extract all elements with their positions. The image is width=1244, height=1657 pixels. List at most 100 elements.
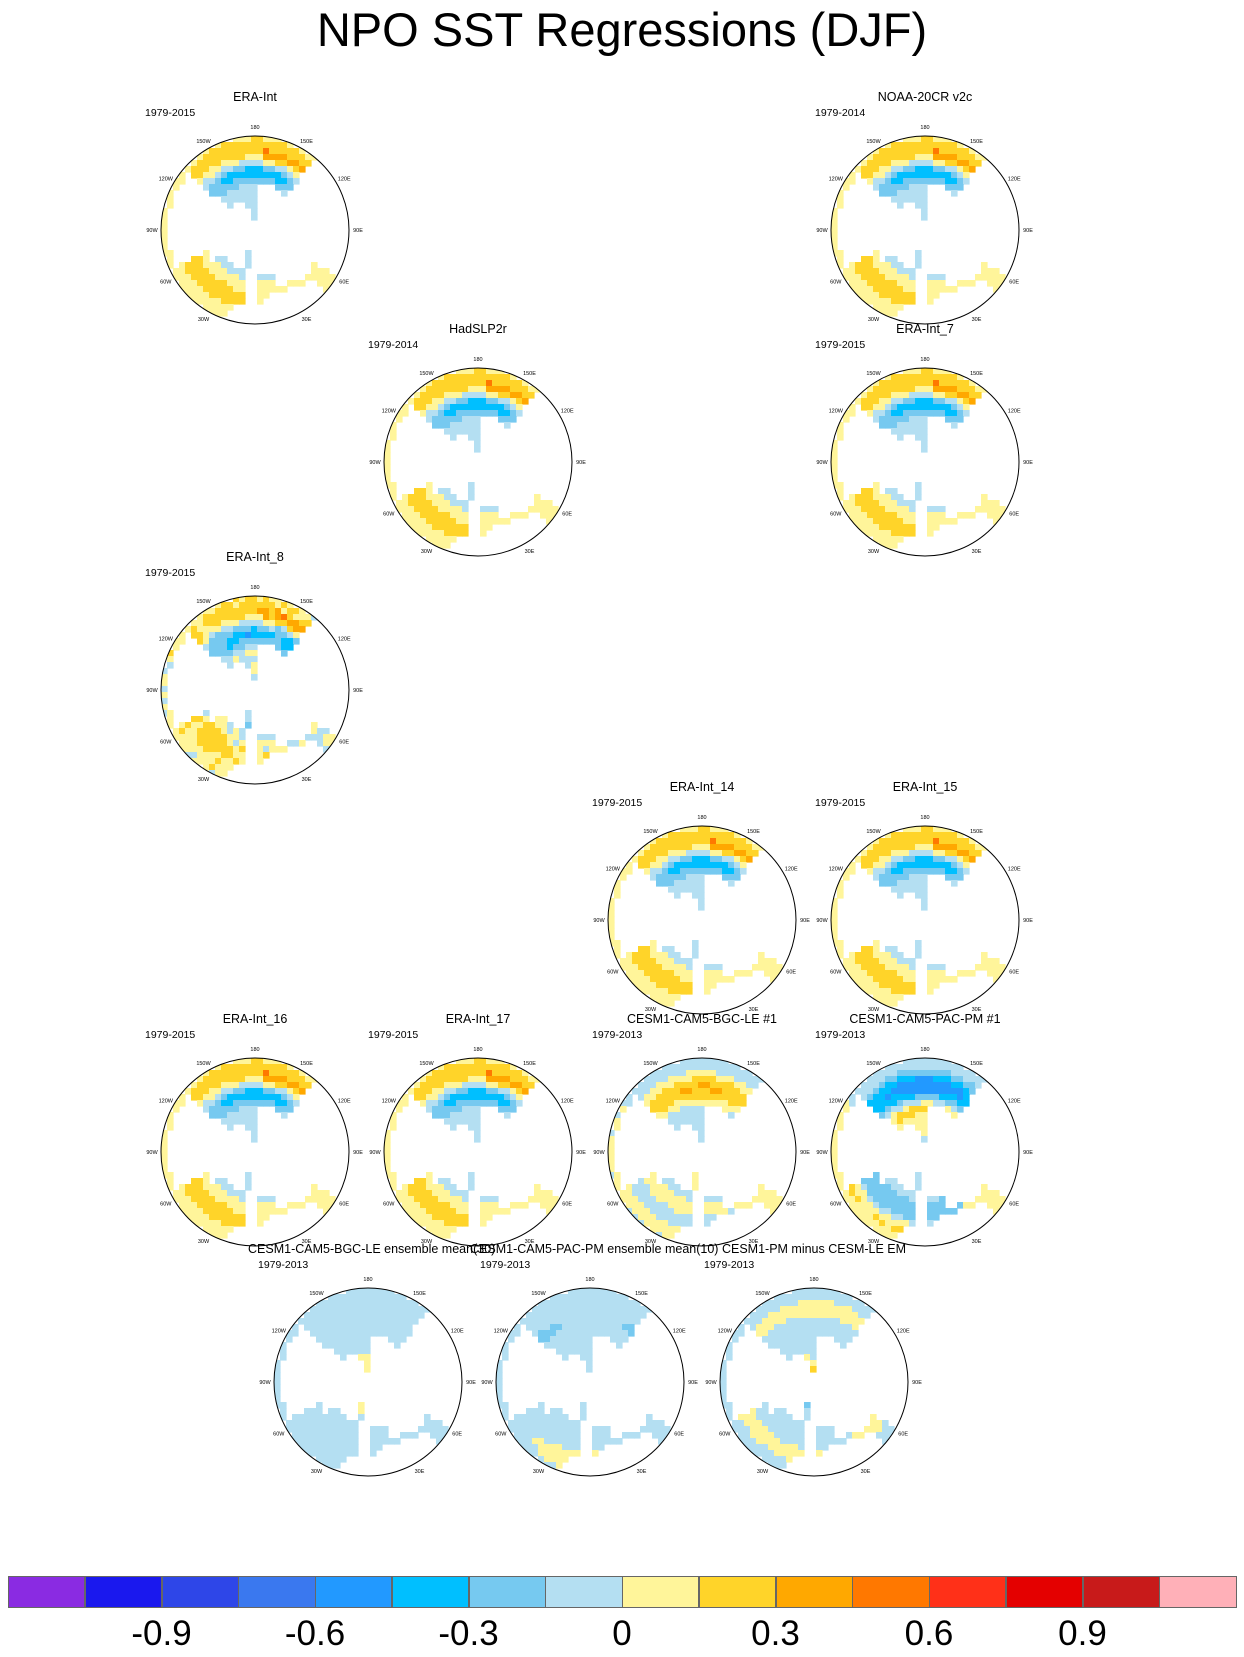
sst-cell [598,1306,605,1313]
sst-cell [650,850,657,857]
sst-cell [837,488,844,495]
sst-cell [522,1202,529,1209]
sst-cell [197,274,204,281]
sst-cell [680,1112,687,1119]
sst-cell [257,1214,264,1221]
sst-cell [388,1438,395,1445]
sst-cell [963,1100,970,1107]
sst-cell [364,1354,371,1361]
sst-cell [879,172,886,179]
sst-cell [758,1196,765,1203]
sst-cell [608,934,615,941]
sst-cell [436,1426,443,1433]
sst-cell [161,704,168,711]
sst-cell [245,620,252,627]
sst-cell [334,1432,341,1439]
sst-cell [644,976,651,983]
sst-cell [867,494,874,501]
sst-cell [215,1196,222,1203]
sst-cell [927,1208,934,1215]
sst-cell [662,964,669,971]
sst-cell [346,1336,353,1343]
sst-cell [474,428,481,435]
sst-cell [574,1300,581,1307]
sst-cell [396,1190,403,1197]
sst-cell [662,1208,669,1215]
sst-cell [522,386,529,393]
sst-cell [510,1076,517,1083]
sst-cell [861,494,868,501]
sst-cell [897,410,904,417]
sst-cell [598,1300,605,1307]
sst-cell [251,172,258,179]
sst-cell [897,286,904,293]
sst-cell [945,172,952,179]
sst-cell [592,1318,599,1325]
sst-cell [891,1190,898,1197]
sst-cell [891,1000,898,1007]
sst-cell [197,1208,204,1215]
sst-cell [798,1294,805,1301]
sst-cell [662,874,669,881]
sst-cell [257,148,264,155]
sst-cell [885,392,892,399]
sst-cell [933,392,940,399]
sst-cell [963,856,970,863]
sst-cell [774,1414,781,1421]
sst-cell [855,166,862,173]
sst-cell [692,1088,699,1095]
sst-cell [903,1202,910,1209]
sst-cell [227,764,234,771]
sst-cell [438,404,445,411]
sst-cell [474,1094,481,1101]
longitude-label: 120E [897,1329,910,1335]
sst-cell [849,868,856,875]
sst-cell [915,1106,922,1113]
sst-cell [498,404,505,411]
sst-cell [287,172,294,179]
sst-cell [263,166,270,173]
sst-cell [614,1124,621,1131]
sst-cell [227,614,234,621]
sst-cell [798,1420,805,1427]
sst-cell [414,1208,421,1215]
sst-cell [239,1118,246,1125]
longitude-label: 90W [369,1150,381,1156]
sst-cell [400,1432,407,1439]
sst-cell [867,862,874,869]
sst-cell [879,1184,886,1191]
sst-cell [891,952,898,959]
sst-cell [891,1178,898,1185]
sst-cell [927,982,934,989]
sst-cell [334,1414,341,1421]
sst-cell [915,494,922,501]
sst-cell [740,862,747,869]
sst-cell [640,1426,647,1433]
sst-cell [610,1294,617,1301]
sst-cell [698,850,705,857]
sst-cell [462,1094,469,1101]
sst-cell [328,1438,335,1445]
sst-cell [692,1124,699,1131]
sst-cell [370,1444,377,1451]
sst-cell [552,506,559,513]
sst-cell [292,1420,299,1427]
sst-cell [951,166,958,173]
sst-cell [304,1318,311,1325]
sst-cell [855,524,862,531]
sst-cell [740,838,747,845]
longitude-label: 150E [413,1291,426,1297]
sst-cell [716,964,723,971]
sst-cell [722,832,729,839]
sst-cell [215,304,222,311]
sst-cell [915,952,922,959]
sst-cell [438,1196,445,1203]
sst-cell [861,512,868,519]
sst-cell [933,1208,940,1215]
sst-cell [426,1184,433,1191]
sst-cell [185,286,192,293]
sst-cell [568,1432,575,1439]
sst-cell [586,1348,593,1355]
sst-cell [388,1306,395,1313]
map-boundary [160,595,350,785]
